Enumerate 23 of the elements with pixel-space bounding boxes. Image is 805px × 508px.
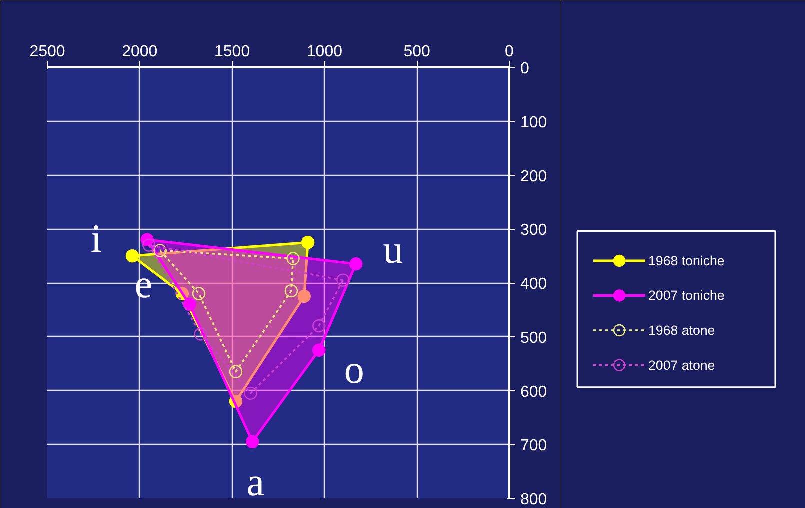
x-tick-label: 1500 [214,44,250,60]
annotation: u [383,226,404,272]
y-tick-label: 600 [520,384,548,401]
annotation: i [90,216,102,262]
legend-label: 1968 toniche [648,253,725,268]
legend-label: 1968 atone [648,323,716,338]
x-tick-label: 0 [505,44,514,60]
x-tick-label: 2000 [122,44,158,60]
x-tick-label: 1000 [306,44,343,60]
x-tick-label: 2500 [30,44,66,60]
y-tick-label: 500 [520,330,548,347]
annotation: o [344,346,364,392]
y-tick-label: 200 [520,168,548,186]
y-tick-label: 700 [520,438,548,455]
x-tick-label: 500 [404,44,431,60]
y-tick-label: 0 [520,60,530,78]
annotation: a [246,459,265,504]
y-tick-label: 300 [520,222,548,240]
y-tick-label: 400 [520,276,548,293]
y-tick-label: 800 [520,492,548,508]
legend-label: 2007 toniche [648,288,725,304]
legend-label: 2007 atone [648,358,716,373]
y-tick-label: 100 [520,114,548,132]
